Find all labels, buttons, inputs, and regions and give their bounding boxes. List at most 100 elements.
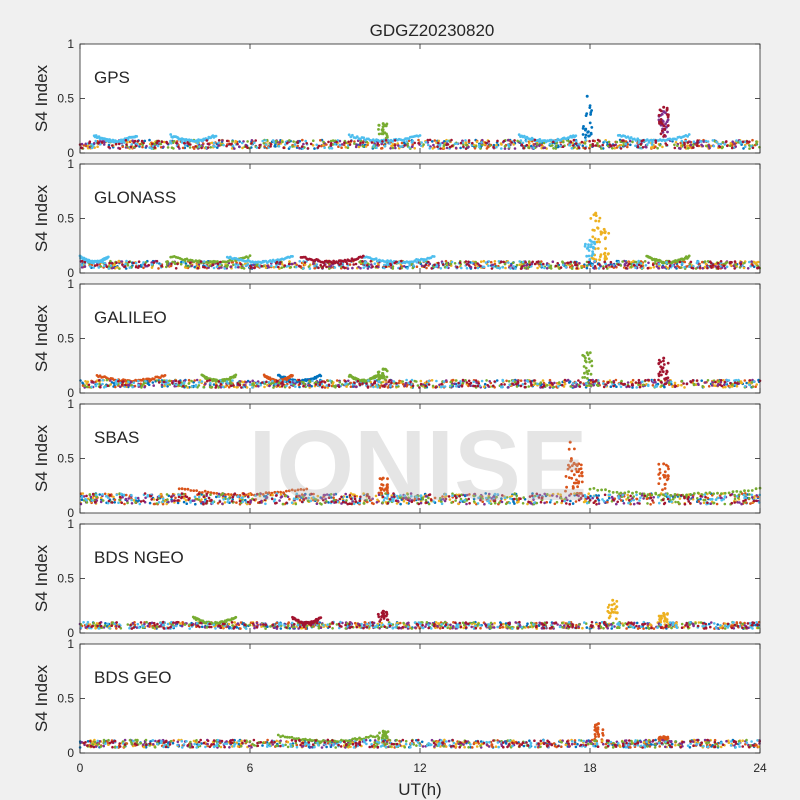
data-point [548, 142, 552, 146]
data-point [120, 260, 124, 263]
data-point [737, 378, 740, 382]
data-point [663, 470, 667, 474]
data-point [415, 265, 419, 269]
data-point [348, 263, 352, 266]
data-point [661, 122, 664, 126]
data-point [587, 357, 591, 361]
data-point [634, 266, 637, 270]
data-point [217, 139, 221, 142]
data-point [719, 142, 723, 146]
data-point [589, 372, 593, 376]
data-point [626, 493, 629, 497]
data-point [592, 246, 596, 250]
data-point [375, 146, 378, 149]
data-point [435, 264, 439, 268]
data-point [571, 382, 575, 385]
data-point [80, 146, 84, 150]
data-point [383, 131, 387, 135]
data-point [200, 498, 203, 501]
data-point [200, 380, 204, 383]
data-point [457, 381, 460, 385]
data-point [481, 138, 484, 142]
data-point [168, 379, 171, 383]
data-point [720, 146, 724, 150]
data-point [607, 231, 611, 235]
data-point [695, 144, 699, 148]
data-point [84, 142, 88, 146]
data-point [646, 266, 650, 270]
data-point [198, 145, 201, 148]
data-point [604, 247, 607, 251]
data-point [293, 143, 297, 146]
data-point [381, 122, 385, 126]
data-point [308, 384, 311, 387]
data-point [274, 145, 277, 148]
data-point [663, 382, 666, 386]
data-point [495, 145, 498, 149]
data-point [175, 383, 178, 387]
data-point [209, 146, 212, 149]
data-point [505, 379, 508, 383]
data-point [526, 266, 530, 270]
data-point [312, 262, 316, 265]
data-point [661, 488, 664, 492]
data-point [557, 145, 560, 149]
data-point [346, 267, 350, 270]
data-point [706, 379, 710, 382]
data-point [267, 266, 271, 269]
data-point [607, 140, 611, 144]
data-point [536, 382, 539, 386]
data-point [366, 386, 370, 389]
data-point [557, 381, 561, 384]
data-point [432, 143, 435, 147]
data-point [635, 497, 639, 501]
data-point [170, 262, 173, 266]
data-point [585, 254, 589, 258]
data-point [441, 141, 444, 145]
data-point [599, 232, 603, 236]
data-point [581, 133, 585, 136]
data-point [698, 266, 702, 269]
data-point [456, 142, 459, 146]
data-point [335, 140, 338, 144]
data-point [598, 240, 601, 244]
data-point [643, 260, 647, 263]
data-point [80, 259, 84, 263]
data-point [464, 260, 468, 263]
data-point [658, 120, 661, 124]
data-point [265, 380, 268, 384]
data-point [424, 263, 428, 267]
data-point [127, 260, 131, 264]
y-axis-label: S4 Index [32, 184, 51, 252]
data-point [460, 385, 464, 388]
data-point [602, 267, 605, 270]
data-point [461, 378, 465, 382]
data-point [479, 260, 483, 264]
data-point [420, 141, 423, 144]
data-point [142, 266, 145, 270]
data-point [631, 140, 634, 144]
data-point [349, 385, 353, 389]
data-point [308, 380, 312, 384]
data-point [92, 142, 96, 145]
data-point [567, 261, 570, 265]
data-point [752, 260, 756, 264]
data-point [752, 380, 756, 383]
data-point [355, 135, 359, 139]
data-point [347, 140, 350, 144]
data-point [85, 144, 88, 148]
data-point [556, 262, 559, 265]
data-point [166, 142, 169, 145]
data-point [349, 381, 353, 385]
data-point [665, 120, 669, 123]
data-point [402, 141, 406, 144]
data-point [715, 140, 718, 144]
data-point [584, 114, 588, 117]
data-point [660, 129, 664, 133]
data-point [342, 143, 346, 147]
data-point [733, 381, 737, 385]
data-point [522, 134, 526, 138]
data-point [428, 138, 432, 142]
data-point [220, 266, 223, 269]
